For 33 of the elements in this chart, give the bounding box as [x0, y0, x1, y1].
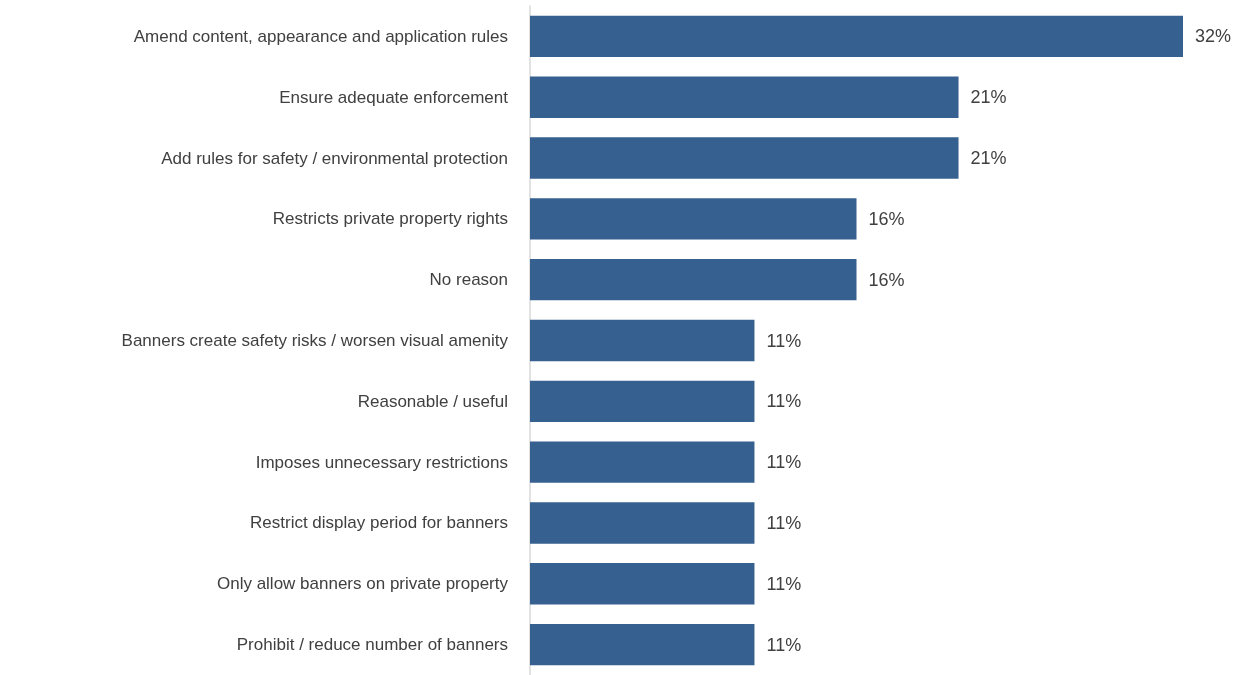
y-tick-label: Imposes unnecessary restrictions — [255, 452, 508, 472]
bar — [530, 623, 755, 666]
bar — [530, 198, 857, 240]
y-tick-label: Prohibit / reduce number of banners — [236, 635, 508, 655]
bar — [530, 76, 959, 118]
data-label: 11% — [766, 391, 802, 412]
y-tick-label: Reasonable / useful — [357, 391, 508, 411]
y-tick-label: Only allow banners on private property — [216, 574, 509, 594]
y-tick-label: Restricts private property rights — [272, 209, 508, 229]
y-tick-label: Banners create safety risks / worsen visual amenity — [121, 331, 509, 350]
data-label: 11% — [766, 452, 802, 473]
bar — [530, 502, 755, 544]
bar — [530, 15, 1183, 58]
bar — [530, 319, 755, 362]
data-label: 16% — [868, 208, 905, 229]
bar — [530, 563, 755, 605]
y-tick-label: Ensure adequate enforcement — [279, 87, 509, 107]
data-label: 11% — [766, 634, 802, 655]
bar — [530, 441, 755, 483]
data-label: 16% — [868, 269, 905, 290]
bar — [530, 259, 857, 301]
data-label: 21% — [970, 87, 1007, 108]
y-tick-label: Amend content, appearance and application rules — [133, 26, 508, 46]
data-label: 11% — [766, 573, 802, 594]
data-label: 11% — [766, 330, 802, 351]
y-tick-label: No reason — [429, 270, 508, 290]
y-tick-label: Add rules for safety / environmental protection — [161, 148, 508, 168]
y-tick-label: Restrict display period for banners — [250, 513, 508, 533]
data-label: 32% — [1195, 26, 1232, 47]
bar — [530, 380, 755, 422]
data-label: 11% — [766, 512, 802, 533]
bar — [530, 137, 959, 179]
data-label: 21% — [970, 148, 1007, 169]
